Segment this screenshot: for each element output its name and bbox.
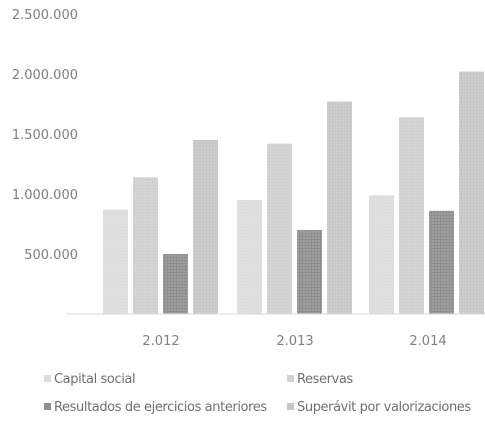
legend-item: Resultados de ejercicios anteriores xyxy=(44,400,267,415)
legend-swatch xyxy=(287,375,294,382)
bar-texture xyxy=(163,254,188,314)
legend-label: Capital social xyxy=(54,372,136,387)
y-tick-label: 2.000.000 xyxy=(12,68,78,83)
y-tick-label: 1.000.000 xyxy=(12,188,78,203)
bar-texture xyxy=(369,195,394,314)
x-tick-label: 2.014 xyxy=(409,334,446,349)
legend-swatch xyxy=(44,375,51,382)
bar-texture xyxy=(399,117,424,314)
legend-item: Superávit por valorizaciones xyxy=(287,400,471,415)
y-tick-label: 2.500.000 xyxy=(12,8,78,23)
bar-texture xyxy=(193,140,218,314)
bar-texture xyxy=(237,200,262,314)
y-tick-label: 500.000 xyxy=(24,248,78,263)
legend-swatch xyxy=(44,403,51,410)
bar-texture xyxy=(429,210,454,314)
bar-texture xyxy=(267,143,292,314)
x-axis: 2.012 2.013 2.014 xyxy=(142,334,446,349)
bar-texture xyxy=(133,177,158,314)
legend-label: Superávit por valorizaciones xyxy=(297,400,471,415)
legend-label: Reservas xyxy=(297,372,353,387)
bar-texture xyxy=(297,230,322,314)
legend: Capital social Reservas Resultados de ejer… xyxy=(44,372,485,422)
y-axis: 500.000 1.000.000 1.500.000 2.000.000 2.500.… xyxy=(12,8,78,263)
legend-item: Capital social xyxy=(44,372,136,387)
bar-group xyxy=(103,71,484,314)
bar-texture xyxy=(327,101,352,314)
legend-item: Reservas xyxy=(287,372,353,387)
bar-texture xyxy=(103,209,128,314)
legend-swatch xyxy=(287,403,294,410)
y-tick-label: 1.500.000 xyxy=(12,128,78,143)
legend-label: Resultados de ejercicios anteriores xyxy=(54,400,267,415)
x-tick-label: 2.012 xyxy=(142,334,179,349)
bar-texture xyxy=(459,71,484,314)
x-tick-label: 2.013 xyxy=(276,334,313,349)
